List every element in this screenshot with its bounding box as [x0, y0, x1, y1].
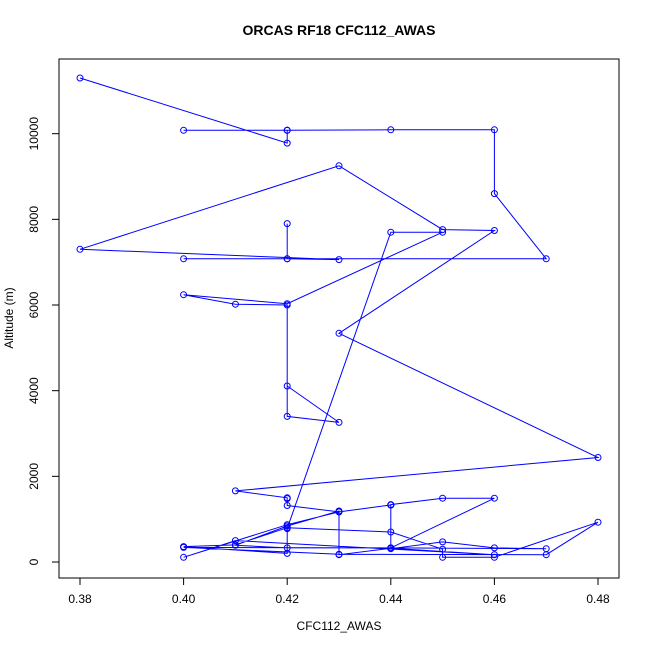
data-point: [76, 74, 84, 82]
x-axis: 0.38 0.40 0.42 0.44 0.46 0.48: [68, 577, 610, 606]
x-tick-label: 0.48: [586, 592, 610, 606]
data-point: [439, 494, 447, 502]
data-point: [542, 551, 550, 559]
data-point: [335, 508, 343, 516]
y-tick-label: 4000: [27, 377, 41, 404]
series-layer: [76, 74, 602, 561]
data-point: [439, 228, 447, 236]
data-point: [180, 255, 188, 263]
data-point: [283, 139, 291, 147]
data-point: [335, 256, 343, 264]
data-point: [335, 418, 343, 426]
data-point: [283, 525, 291, 533]
series-line: [79, 77, 600, 558]
data-point: [283, 126, 291, 134]
data-point: [231, 487, 239, 495]
y-axis: 0 2000 4000 6000 8000 10000: [27, 117, 60, 565]
data-point: [283, 549, 291, 557]
y-tick-label: 0: [27, 558, 41, 565]
data-point: [490, 553, 498, 561]
x-tick-label: 0.38: [68, 592, 92, 606]
data-point: [283, 521, 291, 529]
x-tick-label: 0.40: [172, 592, 196, 606]
data-point: [283, 502, 291, 509]
x-axis-label: CFC112_AWAS: [297, 619, 382, 633]
data-point: [335, 162, 343, 170]
data-point: [283, 220, 291, 228]
data-point: [231, 300, 239, 308]
data-point: [387, 528, 395, 536]
y-tick-label: 2000: [27, 463, 41, 490]
data-point: [439, 538, 447, 546]
data-point: [387, 501, 395, 509]
data-point: [594, 518, 602, 526]
data-point: [490, 126, 498, 134]
data-point: [180, 553, 188, 561]
data-point: [387, 228, 395, 236]
data-point: [594, 454, 602, 461]
data-point: [283, 382, 291, 390]
x-tick-label: 0.44: [379, 592, 403, 606]
data-point: [283, 255, 291, 263]
data-point: [542, 255, 550, 263]
data-point: [180, 126, 188, 134]
data-point: [283, 495, 291, 503]
data-point: [439, 226, 447, 234]
data-point: [387, 126, 395, 134]
chart-title: ORCAS RF18 CFC112_AWAS: [243, 22, 436, 38]
data-point: [387, 544, 395, 552]
data-point: [490, 227, 498, 234]
y-tick-label: 6000: [27, 291, 41, 318]
y-tick-label: 10000: [27, 117, 41, 151]
y-tick-label: 8000: [27, 206, 41, 233]
data-point: [490, 494, 498, 502]
data-point: [490, 551, 498, 559]
y-axis-label: Altitude (m): [2, 287, 16, 348]
data-point: [283, 301, 291, 309]
data-point: [439, 553, 447, 561]
data-point: [180, 291, 188, 299]
x-tick-label: 0.46: [483, 592, 507, 606]
data-point: [283, 412, 291, 420]
data-point: [335, 329, 343, 337]
data-point: [439, 545, 447, 553]
data-point: [231, 537, 239, 545]
x-tick-label: 0.42: [276, 592, 300, 606]
data-point: [490, 544, 498, 552]
data-point: [490, 190, 498, 198]
data-point: [76, 245, 84, 253]
data-point: [231, 541, 239, 549]
data-point: [180, 543, 188, 551]
data-point: [335, 550, 343, 558]
